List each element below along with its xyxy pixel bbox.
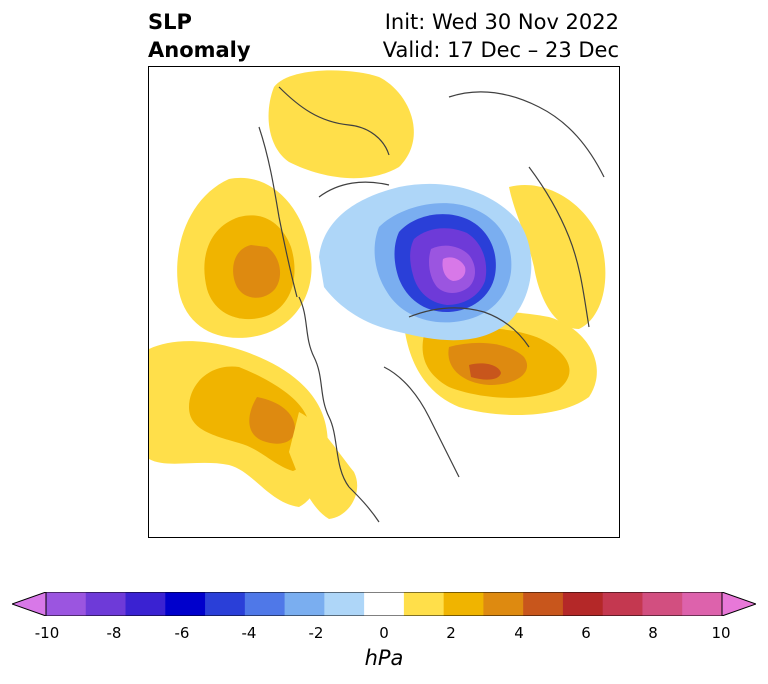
- colorbar-segment: [403, 592, 445, 616]
- colorbar-segment: [443, 592, 484, 616]
- forecast-dates: Init: Wed 30 Nov 2022 Valid: 17 Dec – 23…: [383, 8, 619, 64]
- coastlines: [258, 86, 605, 523]
- colorbar: [12, 592, 756, 616]
- map-title: SLP Anomaly: [148, 8, 251, 64]
- colorbar-tick: -8: [106, 624, 122, 642]
- polar-low: [319, 183, 532, 341]
- colorbar-tick: 10: [711, 624, 731, 642]
- colorbar-segment: [682, 592, 723, 616]
- colorbar-segment: [165, 592, 206, 616]
- colorbar-segment: [562, 592, 604, 616]
- colorbar-segment: [244, 592, 286, 616]
- title-line-2: Anomaly: [148, 38, 251, 62]
- colorbar-extend-max: [721, 592, 756, 616]
- colorbar-segment: [602, 592, 643, 616]
- colorbar-tick: 8: [648, 624, 658, 642]
- colorbar-segment: [284, 592, 325, 616]
- init-date: Init: Wed 30 Nov 2022: [384, 10, 619, 34]
- colorbar-segment: [523, 592, 564, 616]
- colorbar-segment: [85, 592, 127, 616]
- western-us-high: [149, 341, 328, 507]
- colorbar-segment: [642, 592, 683, 616]
- colorbar-segment: [324, 592, 365, 616]
- colorbar-tick: 4: [514, 624, 524, 642]
- colorbar-tick: -4: [241, 624, 257, 642]
- colorbar-extend-min: [12, 592, 47, 616]
- colorbar-segment: [46, 592, 87, 616]
- canada-high: [289, 412, 358, 519]
- colorbar-segment: [483, 592, 524, 616]
- colorbar-tick: 2: [446, 624, 456, 642]
- colorbar-unit-label: hPa: [364, 646, 404, 670]
- colorbar-segment: [205, 592, 246, 616]
- title-line-1: SLP: [148, 10, 192, 34]
- colorbar-segment: [364, 592, 405, 616]
- colorbar-tick: -6: [174, 624, 190, 642]
- anomaly-map: [149, 70, 606, 523]
- west-europe-high: [404, 185, 606, 416]
- colorbar-tick: 0: [379, 624, 389, 642]
- north-pacific-high: [177, 177, 312, 338]
- map-panel: [148, 66, 620, 538]
- colorbar-tick: 6: [581, 624, 591, 642]
- colorbar-tick: -2: [308, 624, 324, 642]
- colorbar-tick: -10: [34, 624, 60, 642]
- colorbar-segment: [125, 592, 166, 616]
- valid-range: Valid: 17 Dec – 23 Dec: [382, 38, 619, 62]
- colorbar-ticks: -10 -8 -6 -4 -2 0 2 4 6 8 10: [0, 624, 768, 644]
